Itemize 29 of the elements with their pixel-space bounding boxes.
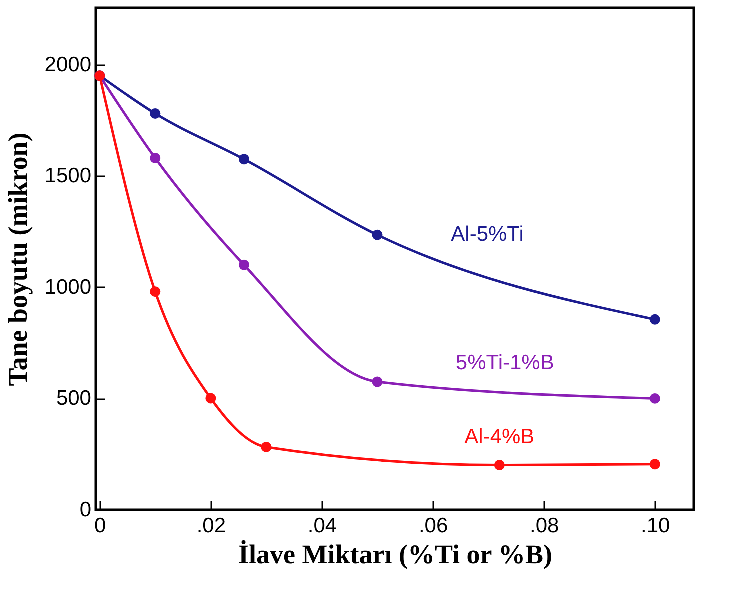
y-tick-label: 0 <box>80 498 92 522</box>
y-tick-label: 1500 <box>44 164 92 188</box>
y-tick-label: 1000 <box>44 276 92 299</box>
point <box>239 154 250 165</box>
series-label: 5%Ti-1%B <box>456 352 554 375</box>
point <box>372 376 383 388</box>
x-tick-label: .10 <box>641 514 670 538</box>
series-label: Al-5%Ti <box>451 223 524 246</box>
point <box>150 153 161 164</box>
point <box>494 460 505 470</box>
y-tick-label: 500 <box>56 387 92 410</box>
y-axis-title: Tane boyutu (mikron) <box>2 132 33 386</box>
y-tick-label: 2000 <box>44 53 92 76</box>
x-tick-label: .06 <box>418 514 448 538</box>
point <box>206 393 216 404</box>
x-tick-label: .02 <box>196 514 226 538</box>
point <box>261 442 272 452</box>
point <box>150 286 161 298</box>
x-tick-label: .04 <box>308 514 338 538</box>
point <box>650 393 660 404</box>
point <box>372 230 383 240</box>
point <box>650 314 660 325</box>
x-axis-title: İlave Miktarı (%Ti or %B) <box>238 540 552 570</box>
series-label: Al-4%B <box>464 425 535 448</box>
point <box>650 459 660 470</box>
point <box>150 108 161 119</box>
x-tick-label: .08 <box>530 514 560 538</box>
x-tick-label: 0 <box>94 514 106 538</box>
point <box>239 260 250 270</box>
